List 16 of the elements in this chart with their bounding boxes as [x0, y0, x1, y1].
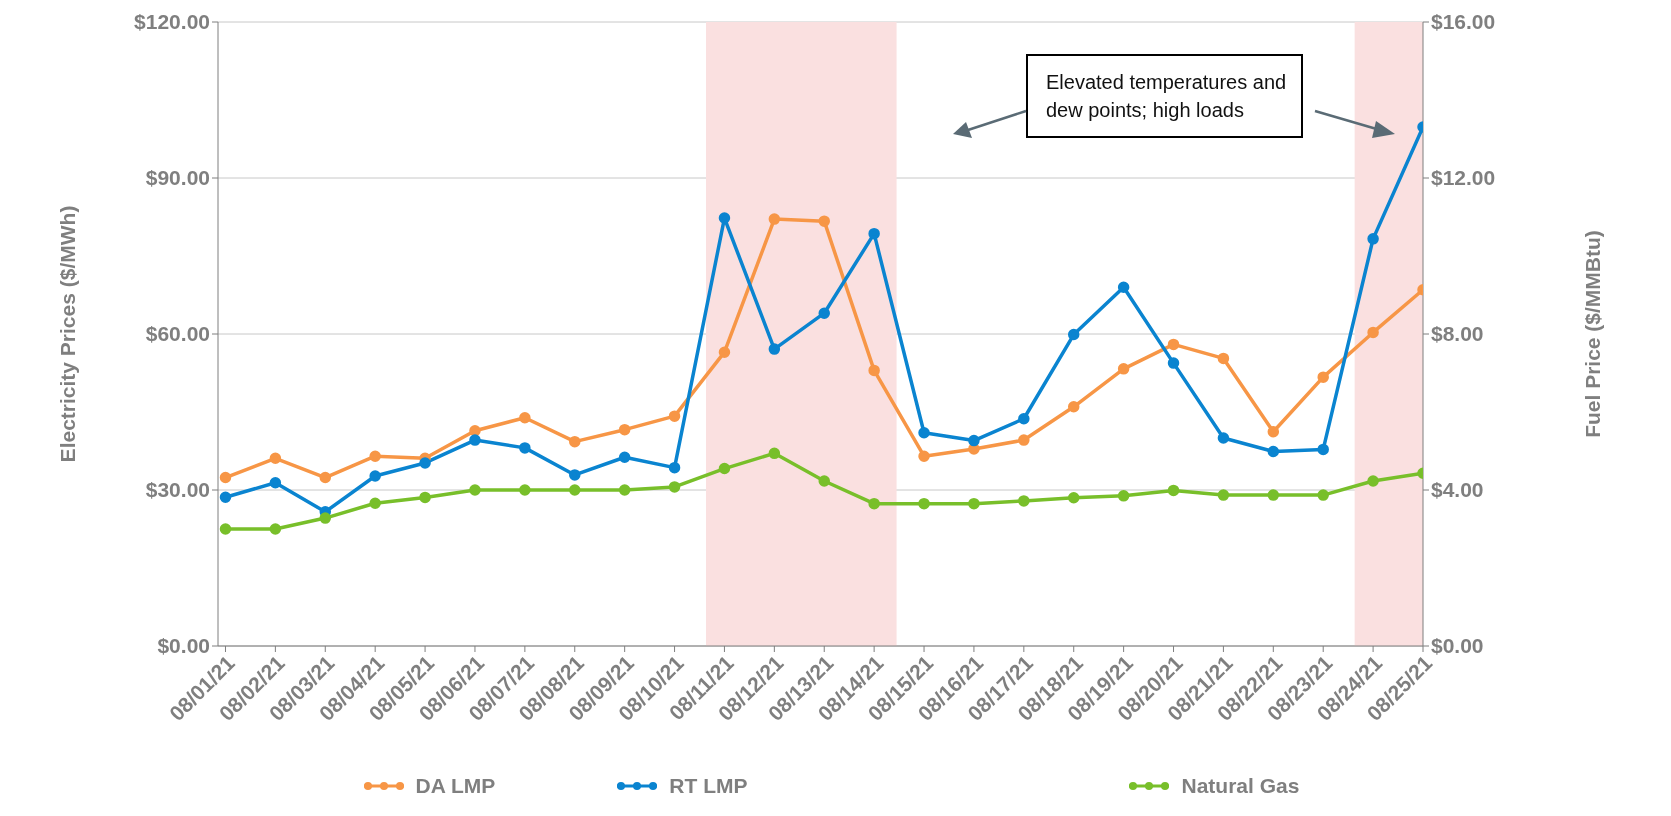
- y2-tick-label: $12.00: [1431, 166, 1496, 190]
- y-tick-label: $120.00: [134, 10, 210, 34]
- y2-tick-label: $4.00: [1431, 478, 1484, 502]
- y2-tick-label: $16.00: [1431, 10, 1496, 34]
- legend-label: Natural Gas: [1181, 774, 1300, 798]
- legend-label: RT LMP: [669, 774, 748, 798]
- y-tick-label: $0.00: [157, 634, 210, 658]
- legend-label: DA LMP: [415, 774, 496, 798]
- y2-tick-label: $0.00: [1431, 634, 1484, 658]
- y2-axis-title: Fuel Price ($/MMBtu): [1581, 230, 1605, 438]
- y-tick-label: $90.00: [145, 166, 210, 190]
- y-axis-title: Electricity Prices ($/MWh): [56, 205, 80, 463]
- y-tick-label: $30.00: [145, 478, 210, 502]
- y2-tick-label: $8.00: [1431, 322, 1484, 346]
- annotation: Elevated temperatures and dew points; high loads: [1046, 70, 1288, 123]
- y-tick-label: $60.00: [145, 322, 210, 346]
